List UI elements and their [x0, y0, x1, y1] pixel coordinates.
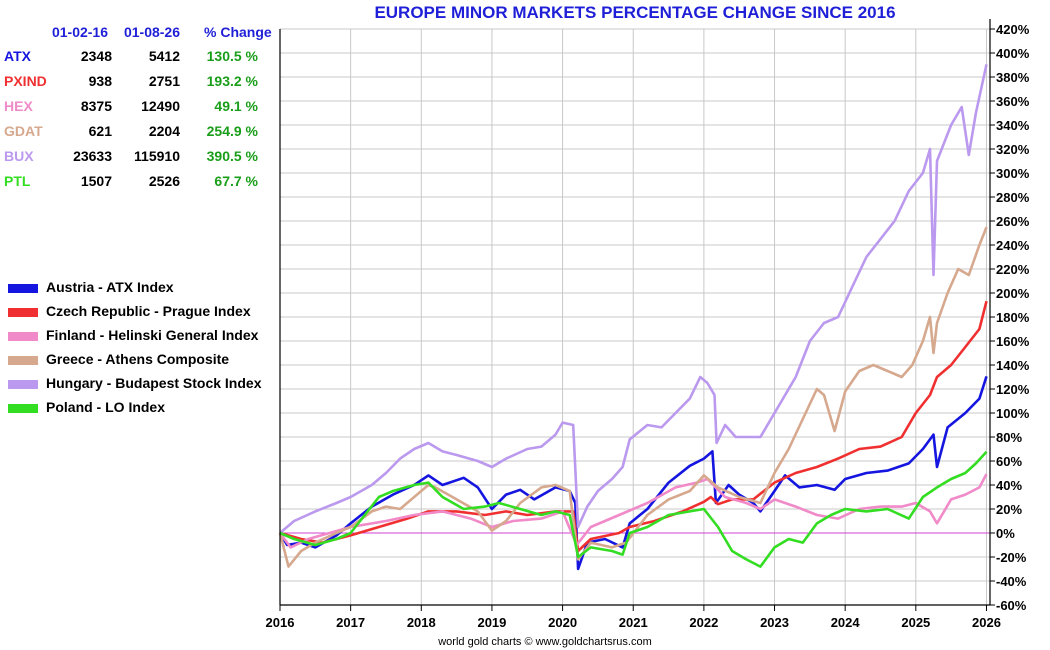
table-start-value: 23633: [73, 148, 112, 164]
series-line-hungary: [279, 64, 988, 534]
x-tick-label: 2026: [972, 615, 1001, 630]
table-percent-change: 254.9 %: [206, 123, 258, 139]
legend-label: Poland - LO Index: [46, 399, 166, 415]
chart-axes: [279, 19, 991, 606]
x-tick-label: 2019: [477, 615, 506, 630]
table-percent-change: 130.5 %: [206, 48, 258, 64]
series-line-austria: [278, 376, 988, 571]
y-tick-label: 140%: [996, 358, 1030, 373]
table-header-end: 01-08-26: [123, 24, 180, 40]
y-tick-label: 0%: [996, 526, 1015, 541]
table-percent-change: 193.2 %: [206, 73, 258, 89]
x-tick-label: 2025: [901, 615, 930, 630]
y-tick-label: 300%: [996, 166, 1030, 181]
chart-title: EUROPE MINOR MARKETS PERCENTAGE CHANGE S…: [374, 3, 896, 22]
table-symbol: PXIND: [4, 73, 47, 89]
y-tick-label: 340%: [996, 118, 1030, 133]
y-tick-label: 320%: [996, 142, 1030, 157]
y-tick-label: 180%: [996, 310, 1030, 325]
y-tick-label: 200%: [996, 286, 1030, 301]
y-tick-label: 160%: [996, 334, 1030, 349]
legend-label: Czech Republic - Prague Index: [46, 303, 251, 319]
series-line-poland: [279, 450, 988, 568]
table-symbol: ATX: [4, 48, 31, 64]
table-start-value: 621: [88, 123, 112, 139]
y-tick-label: 80%: [996, 430, 1022, 445]
y-tick-label: -40%: [996, 574, 1027, 589]
x-tick-label: 2024: [831, 615, 861, 630]
table-symbol: HEX: [4, 98, 33, 114]
legend-label: Austria - ATX Index: [46, 279, 174, 295]
y-tick-label: -20%: [996, 550, 1027, 565]
table-percent-change: 49.1 %: [214, 98, 258, 114]
y-tick-label: 100%: [996, 406, 1030, 421]
chart-series-lines: [278, 64, 988, 571]
table-row: HEX 8375 12490 49.1 %: [4, 98, 284, 120]
y-tick-label: 240%: [996, 238, 1030, 253]
y-tick-label: 120%: [996, 382, 1030, 397]
y-tick-label: 360%: [996, 94, 1030, 109]
table-row: ATX 2348 5412 130.5 %: [4, 48, 284, 70]
table-end-value: 2526: [148, 173, 180, 189]
table-row: BUX 23633 115910 390.5 %: [4, 148, 284, 170]
series-line-greece: [278, 226, 988, 568]
table-row: GDAT 621 2204 254.9 %: [4, 123, 284, 145]
y-tick-label: -60%: [996, 598, 1027, 613]
y-tick-label: 280%: [996, 190, 1030, 205]
x-tick-label: 2023: [760, 615, 789, 630]
table-end-value: 2751: [148, 73, 180, 89]
x-tick-label: 2017: [336, 615, 365, 630]
legend-swatch: [8, 404, 38, 413]
legend-swatch: [8, 308, 38, 317]
x-tick-label: 2016: [266, 615, 295, 630]
y-axis-ticks: -60% -40% -20% 0% 20% 40% 60% 80% 100% 120% 140% 16…: [990, 22, 1030, 613]
x-tick-label: 2022: [689, 615, 718, 630]
y-tick-label: 60%: [996, 454, 1022, 469]
table-symbol: PTL: [4, 173, 31, 189]
table-symbol: BUX: [4, 148, 34, 164]
y-tick-label: 420%: [996, 22, 1030, 37]
legend-label: Hungary - Budapest Stock Index: [46, 375, 262, 391]
y-tick-label: 380%: [996, 70, 1030, 85]
legend-swatch: [8, 380, 38, 389]
table-start-value: 1507: [80, 173, 112, 189]
table-header-change: % Change: [204, 24, 272, 40]
table-row: PXIND 938 2751 193.2 %: [4, 73, 284, 95]
legend-label: Greece - Athens Composite: [46, 351, 230, 367]
x-tick-label: 2018: [407, 615, 436, 630]
table-symbol: GDAT: [4, 123, 43, 139]
table-start-value: 8375: [80, 98, 112, 114]
table-end-value: 115910: [134, 148, 180, 164]
x-axis-ticks: 2016 2017 2018 2019 2020 2021 2022 2023 2024 2025…: [266, 605, 1001, 630]
table-start-value: 2348: [80, 48, 112, 64]
table-end-value: 5412: [148, 48, 180, 64]
table-end-value: 2204: [148, 123, 180, 139]
legend-label: Finland - Helinski General Index: [46, 327, 259, 343]
legend-swatch: [8, 284, 38, 293]
x-tick-label: 2020: [548, 615, 577, 630]
y-tick-label: 220%: [996, 262, 1030, 277]
table-percent-change: 67.7 %: [214, 173, 258, 189]
y-tick-label: 40%: [996, 478, 1022, 493]
legend-swatch: [8, 356, 38, 365]
table-start-value: 938: [88, 73, 112, 89]
y-tick-label: 260%: [996, 214, 1030, 229]
y-tick-label: 20%: [996, 502, 1022, 517]
table-row: PTL 1507 2526 67.7 %: [4, 173, 284, 195]
legend-swatch: [8, 332, 38, 341]
x-tick-label: 2021: [619, 615, 648, 630]
y-tick-label: 400%: [996, 46, 1030, 61]
table-header-start: 01-02-16: [51, 24, 108, 40]
chart-credit: world gold charts © www.goldchartsrus.co…: [438, 636, 652, 648]
table-percent-change: 390.5 %: [206, 148, 258, 164]
table-end-value: 12490: [141, 98, 180, 114]
